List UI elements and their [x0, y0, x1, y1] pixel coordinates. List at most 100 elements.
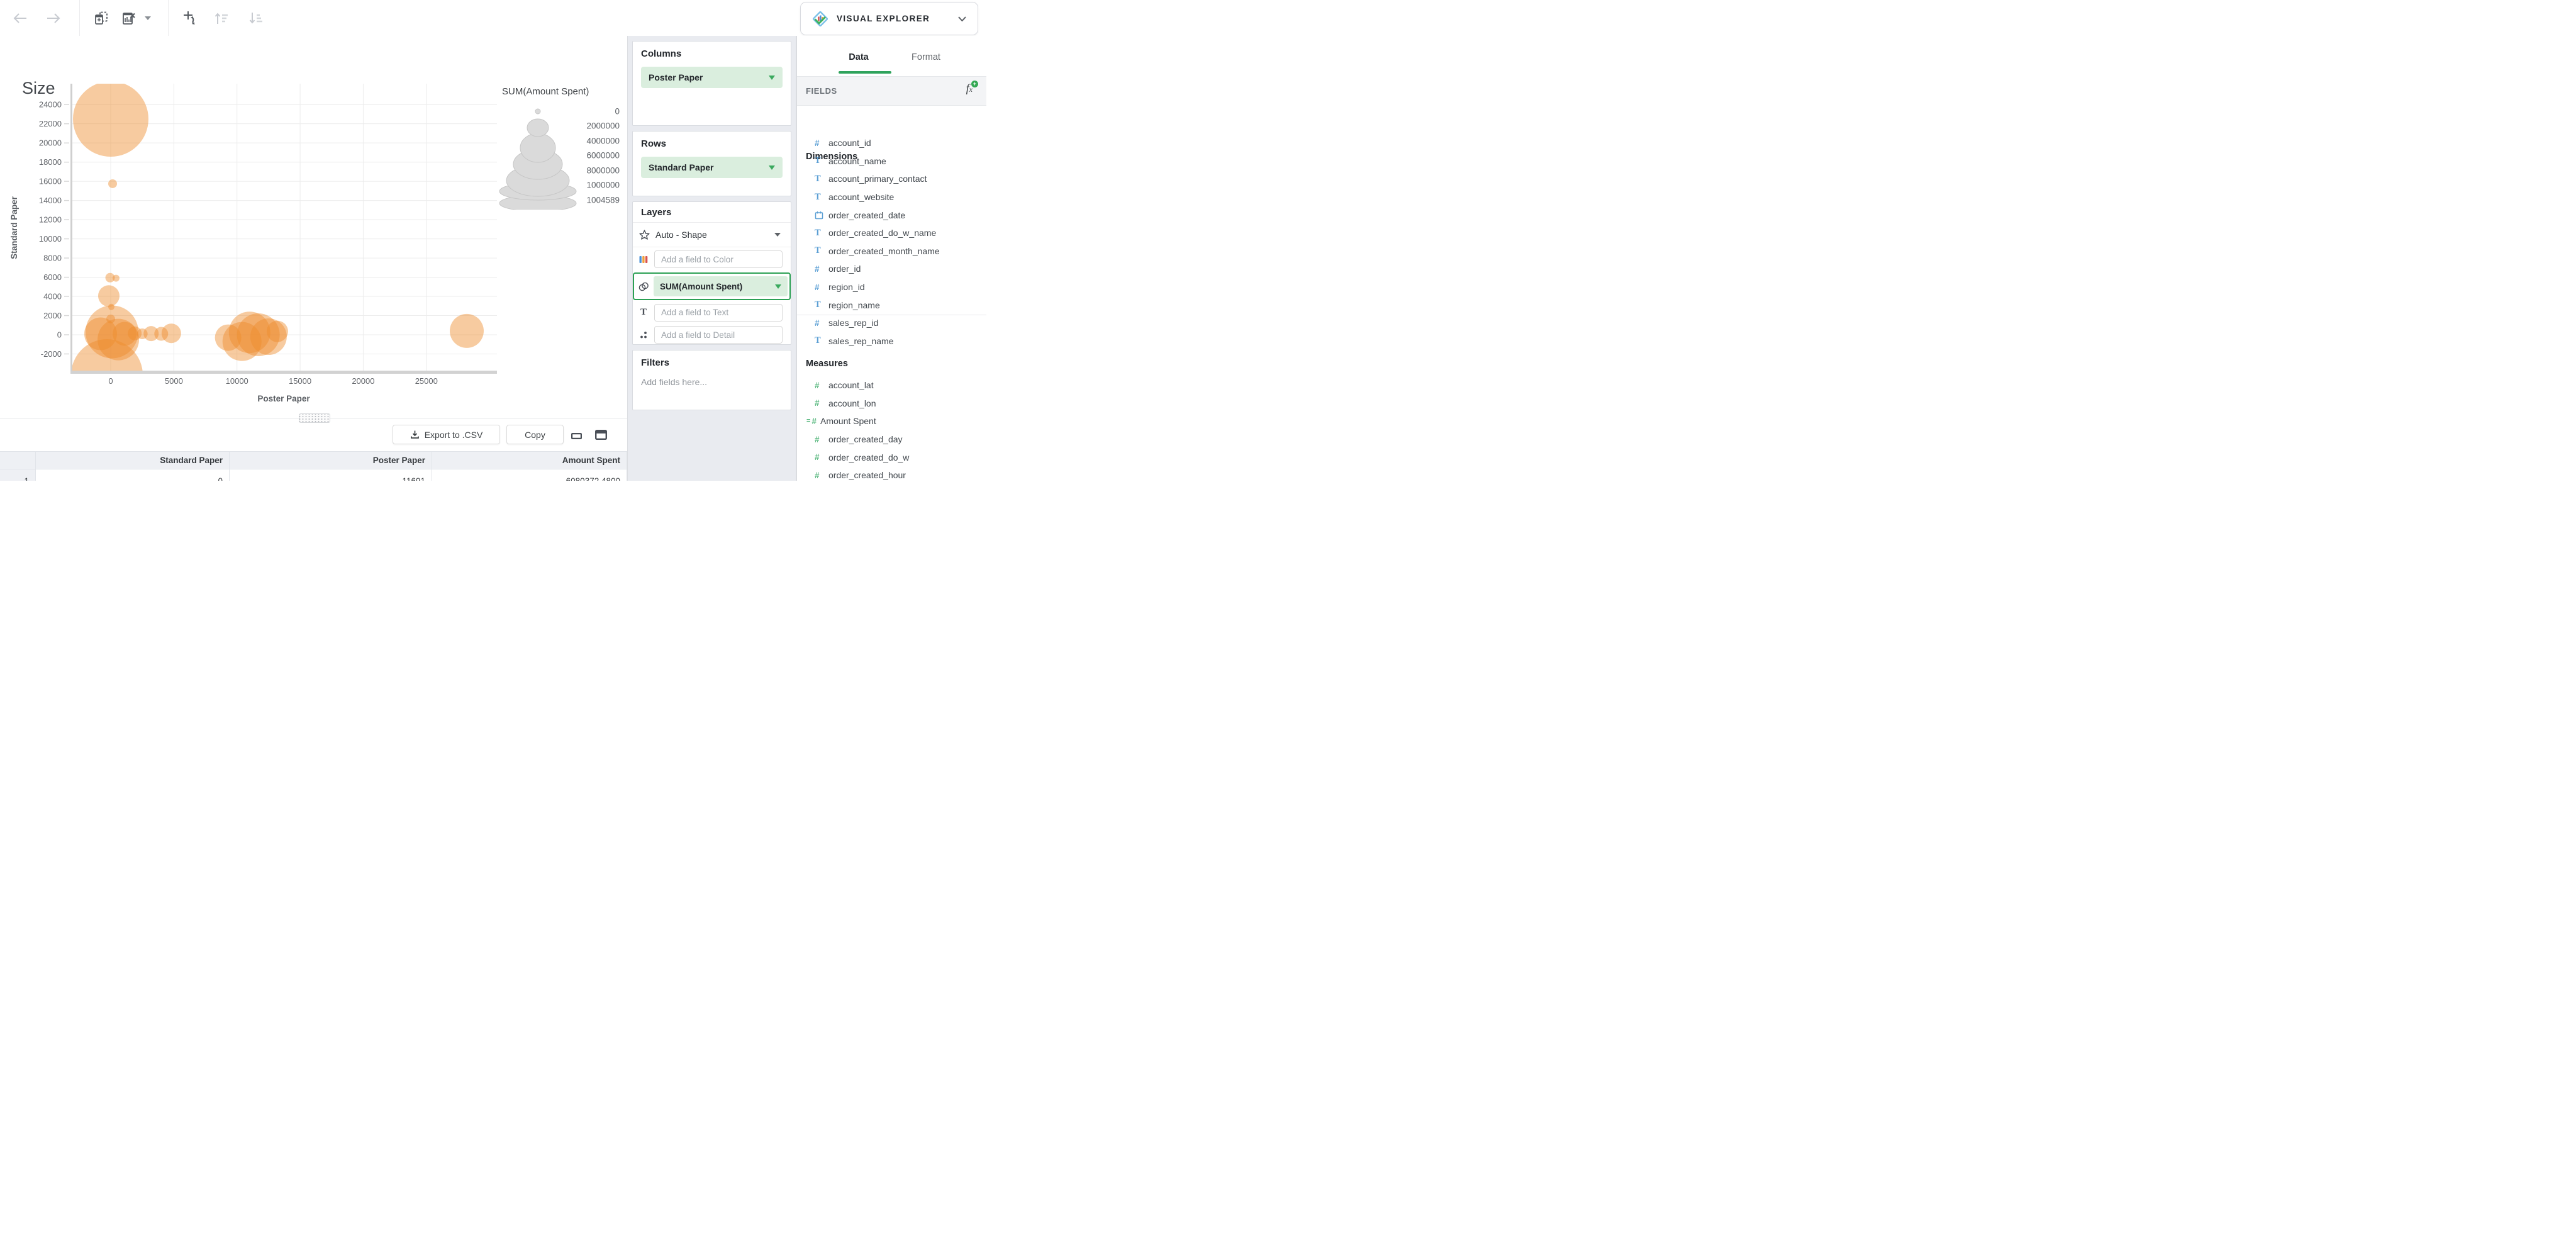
shape-selector[interactable]: Auto - Shape — [633, 223, 791, 247]
bubble-point[interactable] — [137, 328, 148, 339]
active-tab-underline — [839, 71, 891, 74]
table-header-cell: Amount Spent — [432, 451, 627, 469]
y-tick-label: 10000 — [39, 234, 62, 244]
table-row[interactable]: 10116916080372.4800 — [0, 469, 627, 481]
maximize-panel-icon[interactable] — [595, 430, 607, 440]
dimension-field-order_id[interactable]: # order_id — [815, 264, 861, 274]
x-tick-label: 15000 — [289, 376, 311, 386]
bubble-point[interactable] — [113, 322, 137, 346]
measure-field-account_lon[interactable]: # account_lon — [815, 398, 876, 408]
color-field-input[interactable] — [654, 250, 783, 268]
row-index-cell — [0, 451, 36, 469]
x-tick-label: 5000 — [165, 376, 183, 386]
forward-arrow-icon[interactable] — [43, 0, 64, 36]
bubble-point[interactable] — [250, 318, 287, 356]
bubble-point[interactable] — [237, 313, 280, 356]
bubble-point[interactable] — [106, 314, 115, 323]
table-cell: 6080372.4800 — [432, 469, 627, 481]
text-slot: T — [633, 301, 791, 323]
legend-label: 1000000 — [586, 181, 620, 190]
rows-field-pill[interactable]: Standard Paper — [641, 157, 783, 178]
bubble-point[interactable] — [105, 272, 115, 283]
bubble-point[interactable] — [108, 303, 115, 310]
clear-chart-icon[interactable] — [118, 0, 140, 36]
bubble-point[interactable] — [222, 322, 262, 361]
export-csv-button[interactable]: Export to .CSV — [393, 425, 500, 444]
filters-panel: Filters Add fields here... — [632, 350, 791, 410]
bubble-point[interactable] — [449, 313, 484, 348]
bubble-point[interactable] — [84, 317, 117, 350]
measure-field-Amount Spent[interactable]: = # Amount Spent — [806, 416, 876, 427]
bubble-point[interactable] — [128, 326, 142, 340]
add-calculated-field-icon[interactable]: fx + — [966, 81, 978, 95]
bubble-point[interactable] — [215, 324, 242, 351]
splitter-drag-handle[interactable] — [299, 413, 330, 423]
measure-field-account_lat[interactable]: # account_lat — [815, 380, 874, 391]
legend-size-stack — [499, 108, 577, 210]
dimensions-section-title: Dimensions — [806, 152, 858, 162]
size-slot-selected[interactable]: SUM(Amount Spent) — [633, 272, 791, 300]
dimension-field-sales_rep_id[interactable]: # sales_rep_id — [815, 318, 879, 328]
sort-ascending-icon[interactable] — [211, 0, 232, 36]
bubble-chart[interactable]: 2400022000200001800016000140001200010000… — [0, 36, 627, 418]
layers-panel-title: Layers — [633, 202, 791, 223]
bubble-series — [71, 81, 484, 411]
bubble-point[interactable] — [98, 318, 140, 361]
copy-label: Copy — [525, 429, 545, 440]
detail-field-input[interactable] — [654, 326, 783, 344]
shelves-column: Columns Poster Paper Rows Standard Paper… — [627, 36, 796, 481]
clear-chart-caret-icon[interactable] — [141, 0, 155, 36]
visual-explorer-menu-button[interactable]: VISUAL EXPLORER — [800, 2, 978, 35]
bubble-point[interactable] — [108, 179, 118, 188]
y-tick-label: 22000 — [39, 119, 62, 128]
text-field-input[interactable] — [654, 303, 783, 322]
dimension-field-account_id[interactable]: # account_id — [815, 138, 871, 149]
bubble-point[interactable] — [161, 323, 181, 344]
new-chart-icon[interactable] — [91, 0, 112, 36]
bubble-point[interactable] — [98, 285, 120, 307]
sort-descending-icon[interactable] — [245, 0, 267, 36]
legend-label: 1004589 — [586, 196, 620, 205]
back-arrow-icon[interactable] — [9, 0, 31, 36]
measure-field-order_created_day[interactable]: # order_created_day — [815, 434, 903, 445]
chevron-down-icon — [769, 75, 775, 80]
y-tick-label: -2000 — [41, 349, 62, 359]
bubble-point[interactable] — [154, 327, 169, 341]
bubble-point[interactable] — [73, 81, 148, 157]
minimize-panel-icon[interactable] — [571, 433, 582, 439]
bubble-point[interactable] — [143, 326, 159, 342]
transpose-axes-icon[interactable] — [179, 0, 201, 36]
tab-format[interactable]: Format — [912, 52, 940, 62]
measure-field-order_created_hour[interactable]: # order_created_hour — [815, 470, 906, 481]
bubble-point[interactable] — [266, 320, 288, 342]
bubble-point[interactable] — [71, 339, 143, 411]
size-field-pill[interactable]: SUM(Amount Spent) — [654, 276, 788, 296]
legend-label: 6000000 — [586, 151, 620, 160]
dimension-field-region_id[interactable]: # region_id — [815, 282, 865, 293]
columns-shelf: Columns Poster Paper — [632, 41, 791, 126]
tab-data[interactable]: Data — [849, 52, 869, 62]
chart-title: Size — [22, 79, 55, 98]
y-tick-label: 12000 — [39, 215, 62, 225]
bubble-point[interactable] — [112, 274, 120, 282]
copy-button[interactable]: Copy — [506, 425, 564, 444]
measure-field-order_created_do_w[interactable]: # order_created_do_w — [815, 452, 910, 463]
filters-placeholder[interactable]: Add fields here... — [641, 377, 708, 387]
y-tick-label: 20000 — [39, 138, 62, 148]
table-cell: 11691 — [230, 469, 432, 481]
legend-label: 4000000 — [586, 137, 620, 146]
bubble-point[interactable] — [86, 305, 139, 359]
columns-field-pill[interactable]: Poster Paper — [641, 67, 783, 88]
y-tick-label: 8000 — [43, 254, 62, 263]
bubble-point[interactable] — [228, 311, 270, 354]
dimension-field-order_created_date[interactable]: order_created_date — [797, 206, 986, 224]
color-icon — [633, 255, 654, 264]
